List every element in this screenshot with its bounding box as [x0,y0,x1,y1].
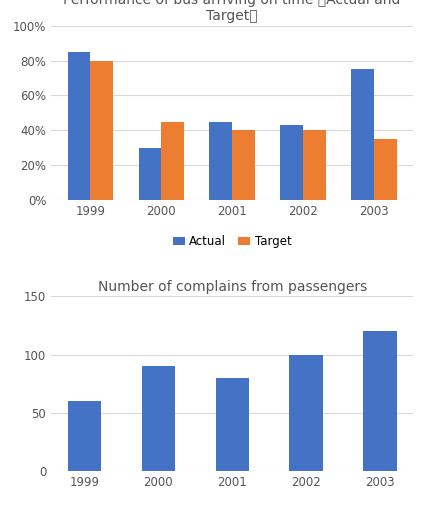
Title: Number of complains from passengers: Number of complains from passengers [98,280,367,294]
Legend: Actual, Target: Actual, Target [168,230,296,253]
Bar [161,122,184,200]
Bar [232,131,255,200]
Bar [138,148,161,200]
Bar [141,366,175,471]
Bar [303,131,326,200]
Bar [90,60,113,200]
Bar [374,139,397,200]
Title: Performance of bus arriving on time （Actual and
Target）: Performance of bus arriving on time （Act… [63,0,401,23]
Bar [351,69,374,200]
Bar [280,125,303,200]
Bar [210,122,232,200]
Bar [290,355,323,471]
Bar [363,331,397,471]
Bar [216,378,249,471]
Bar [68,52,90,200]
Bar [68,401,101,471]
